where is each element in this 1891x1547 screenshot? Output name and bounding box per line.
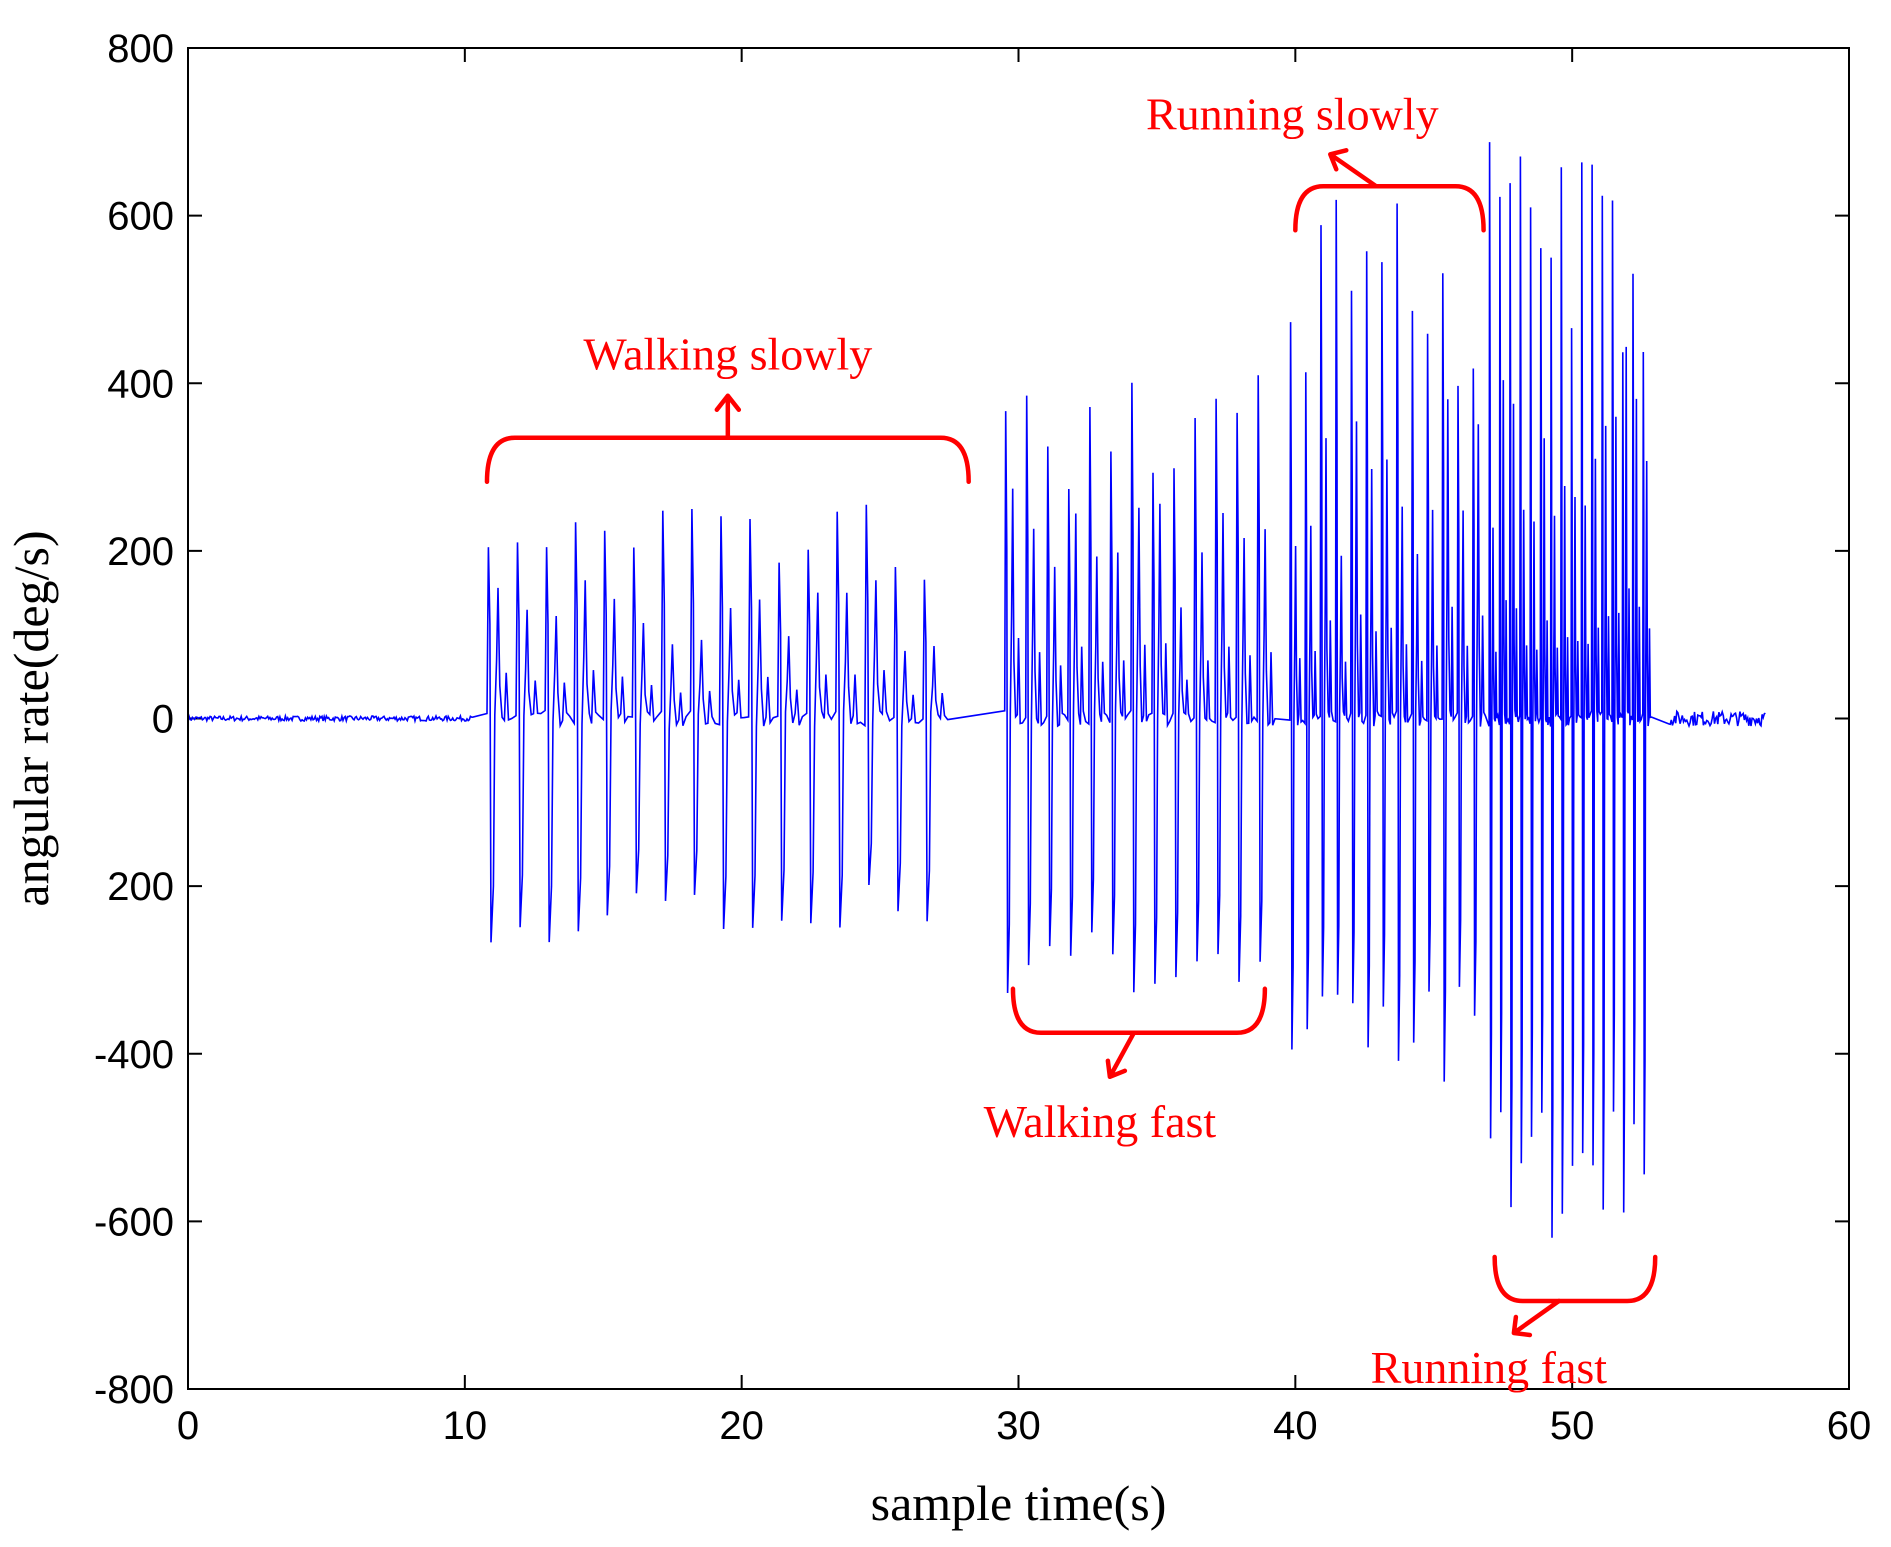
plot-frame xyxy=(187,47,1850,1390)
annotation-arrow xyxy=(1511,1298,1562,1338)
y-axis-label: angular rate(deg/s) xyxy=(3,530,59,906)
x-tick-label: 20 xyxy=(719,1404,764,1448)
y-tick-label: -600 xyxy=(94,1200,174,1244)
y-tick-label: -800 xyxy=(94,1368,174,1412)
annotation-label: Running fast xyxy=(1371,1342,1608,1393)
annotation-arrow xyxy=(1105,1030,1137,1080)
y-tick-label: 800 xyxy=(107,27,174,71)
annotation-label: Running slowly xyxy=(1146,88,1439,139)
annotation-arrow xyxy=(714,393,742,440)
y-tick-label: 200 xyxy=(107,865,174,909)
annotation-label: Walking fast xyxy=(984,1096,1217,1147)
x-tick-label: 0 xyxy=(177,1404,199,1448)
annotation-bracket xyxy=(1010,986,1268,1036)
annotation-bracket xyxy=(1492,1254,1658,1304)
y-tick-label: 600 xyxy=(107,195,174,239)
y-tick-label: 200 xyxy=(107,530,174,574)
y-tick-label: -400 xyxy=(94,1033,174,1077)
annotation-label: Walking slowly xyxy=(583,329,872,380)
y-tick-label: 400 xyxy=(107,362,174,406)
annotation-bracket xyxy=(1293,184,1486,233)
activity-annotations: Walking slowly Walking fast Running slowly… xyxy=(484,88,1658,1393)
x-axis-label: sample time(s) xyxy=(871,1475,1167,1531)
x-tick-label: 10 xyxy=(443,1404,488,1448)
annotation-bracket xyxy=(484,435,971,484)
x-axis-ticks: 0 10 20 30 40 50 60 xyxy=(177,48,1871,1448)
x-tick-label: 50 xyxy=(1550,1404,1595,1448)
annotation-arrow xyxy=(1328,148,1379,189)
y-tick-label: 0 xyxy=(152,698,174,742)
angular-rate-series-line xyxy=(187,142,1766,1238)
y-axis-ticks: 800 600 400 200 0 200 -400 -600 -800 xyxy=(94,27,1849,1412)
x-tick-label: 40 xyxy=(1273,1404,1318,1448)
x-tick-label: 30 xyxy=(996,1404,1041,1448)
x-tick-label: 60 xyxy=(1827,1404,1872,1448)
